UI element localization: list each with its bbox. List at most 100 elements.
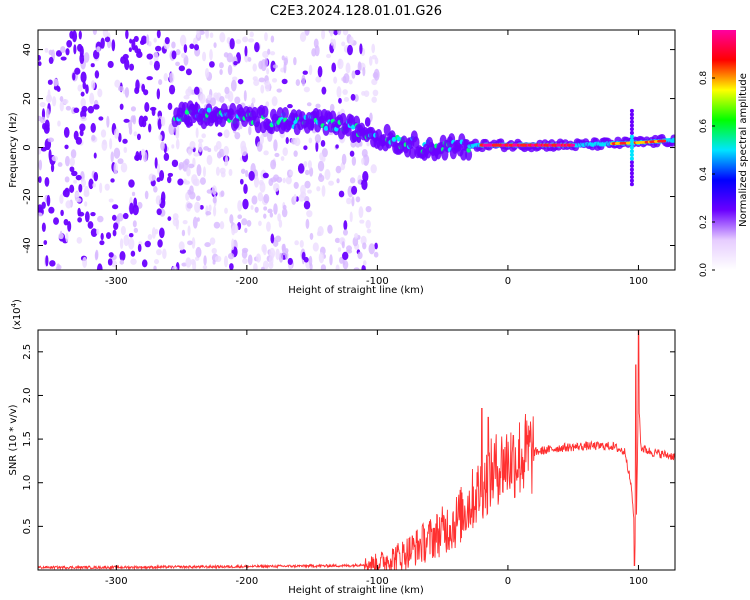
spectrogram-noise-blob (196, 164, 202, 177)
spectrogram-noise-blob (159, 169, 165, 182)
spectrogram-noise-blob (97, 215, 104, 223)
spectrogram-noise-blob (302, 70, 308, 75)
spectrogram-noise-blob (182, 220, 188, 225)
spectrogram-noise-blob (41, 222, 46, 233)
spectrogram-noise-blob (269, 212, 274, 218)
spectrogram-noise-blob (167, 102, 173, 111)
spectrogram-noise-blob (218, 62, 224, 69)
spectrogram-disturbance (629, 123, 634, 128)
spectrogram-disturbance (629, 156, 634, 161)
spectrogram-noise-blob (147, 233, 153, 240)
spectrogram-noise-blob (349, 36, 354, 45)
spectrogram-noise-blob (128, 237, 135, 250)
spectrogram-noise-blob (281, 243, 286, 252)
spectrogram-noise-blob (132, 115, 137, 125)
spectrogram-noise-blob (130, 250, 136, 257)
spectrogram-noise-blob (282, 177, 286, 184)
snr-y-scale-suffix: ) (12, 299, 23, 303)
spectrogram-noise-blob (272, 64, 279, 69)
spectrogram-noise-blob (107, 60, 114, 69)
spectrogram-noise-blob (113, 147, 121, 159)
spectrogram-noise-blob (40, 146, 47, 152)
spectrogram-noise-blob (227, 64, 233, 76)
spectrogram-noise-blob (47, 137, 55, 143)
x-tick-label: -300 (105, 276, 128, 287)
spectrogram-noise-blob (309, 167, 314, 177)
spectrogram-disturbance (629, 149, 634, 154)
spectrogram-y-ticks: -40 -20 0 20 40 (22, 43, 675, 254)
spectrogram-noise-blob (346, 197, 352, 205)
spectrogram-noise-blob (48, 206, 55, 214)
spectrogram-noise-blob (113, 128, 120, 139)
spectrogram-noise-blob (362, 242, 367, 250)
spectrogram-noise-blob (38, 115, 42, 122)
spectrogram-noise-blob (354, 69, 361, 76)
spectrogram-noise-blob (303, 200, 311, 210)
spectrogram-noise-blob (96, 46, 101, 53)
spectrogram-noise-blob (223, 145, 230, 156)
spectrogram-noise-blob (352, 236, 359, 247)
spectrogram-noise-blob (79, 45, 84, 58)
spectrogram-noise-blob (172, 217, 180, 227)
spectrogram-noise-blob (69, 157, 75, 167)
spectrogram-noise-blob (44, 119, 50, 131)
spectrogram-noise-blob (341, 153, 347, 165)
spectrogram-noise-blob (97, 88, 103, 98)
spectrogram-noise-blob (175, 138, 180, 150)
spectrogram-noise-blob (219, 69, 223, 75)
spectrogram-noise-blob (282, 147, 288, 157)
y-tick-label: 2.0 (22, 388, 33, 404)
spectrogram-noise-blob (316, 231, 322, 237)
spectrogram-noise-blob (227, 91, 234, 103)
spectrogram-noise-blob (335, 165, 342, 174)
spectrogram-noise-blob (214, 255, 222, 263)
spectrogram-noise-blob (258, 60, 264, 70)
spectrogram-noise-blob (106, 115, 110, 128)
spectrogram-ridge-peak (661, 139, 667, 143)
spectrogram-noise-blob (57, 120, 61, 127)
spectrogram-noise-blob (178, 65, 185, 72)
spectrogram-noise-blob (237, 200, 243, 212)
spectrogram-noise-blob (273, 139, 278, 152)
spectrogram-noise-blob (285, 137, 289, 144)
spectrogram-noise-blob (368, 55, 373, 66)
spectrogram-noise-blob (185, 257, 192, 268)
spectrogram-noise-blob (202, 166, 206, 178)
spectrogram-noise-blob (75, 174, 82, 181)
spectrogram-noise-blob (215, 166, 220, 176)
spectrogram-noise-blob (209, 32, 214, 39)
spectrogram-noise-blob (268, 255, 274, 266)
spectrogram-noise-blob (77, 84, 83, 92)
spectrogram-noise-blob (247, 57, 252, 62)
spectrogram-noise-blob (204, 68, 210, 78)
spectrogram-noise-blob (264, 57, 269, 68)
spectrogram-noise-blob (90, 228, 98, 237)
spectrogram-noise-blob (144, 240, 151, 248)
spectrogram-noise-blob (181, 262, 187, 267)
spectrogram-noise-blob (231, 238, 235, 251)
spectrogram-noise-blob (209, 48, 213, 61)
spectrogram-noise-blob (193, 44, 200, 51)
spectrogram-noise-blob (179, 34, 187, 47)
spectrogram-noise-blob (171, 50, 177, 60)
spectrogram-ridge-base (339, 113, 347, 126)
spectrogram-noise-blob (324, 169, 331, 181)
spectrogram-noise-blob (229, 263, 234, 270)
spectrogram-noise-blob (38, 176, 42, 184)
spectrogram-noise-blob (299, 32, 307, 42)
spectrogram-noise-blob (250, 205, 254, 210)
spectrogram-noise-blob (80, 91, 85, 97)
spectrogram-noise-blob (113, 222, 119, 230)
spectrogram-noise-blob (167, 172, 174, 177)
spectrogram-noise-blob (253, 263, 258, 270)
spectrogram-noise-blob (38, 61, 42, 67)
spectrogram-noise-blob (293, 181, 299, 189)
spectrogram-noise-blob (217, 132, 223, 137)
spectrogram-noise-blob (362, 171, 369, 183)
spectrogram-noise-blob (361, 91, 366, 96)
spectrogram-noise-blob (48, 149, 52, 161)
x-tick-label: 100 (629, 576, 648, 587)
spectrogram-noise-blob (241, 249, 248, 259)
spectrogram-noise-blob (80, 71, 87, 83)
colorbar-scale (712, 30, 736, 270)
